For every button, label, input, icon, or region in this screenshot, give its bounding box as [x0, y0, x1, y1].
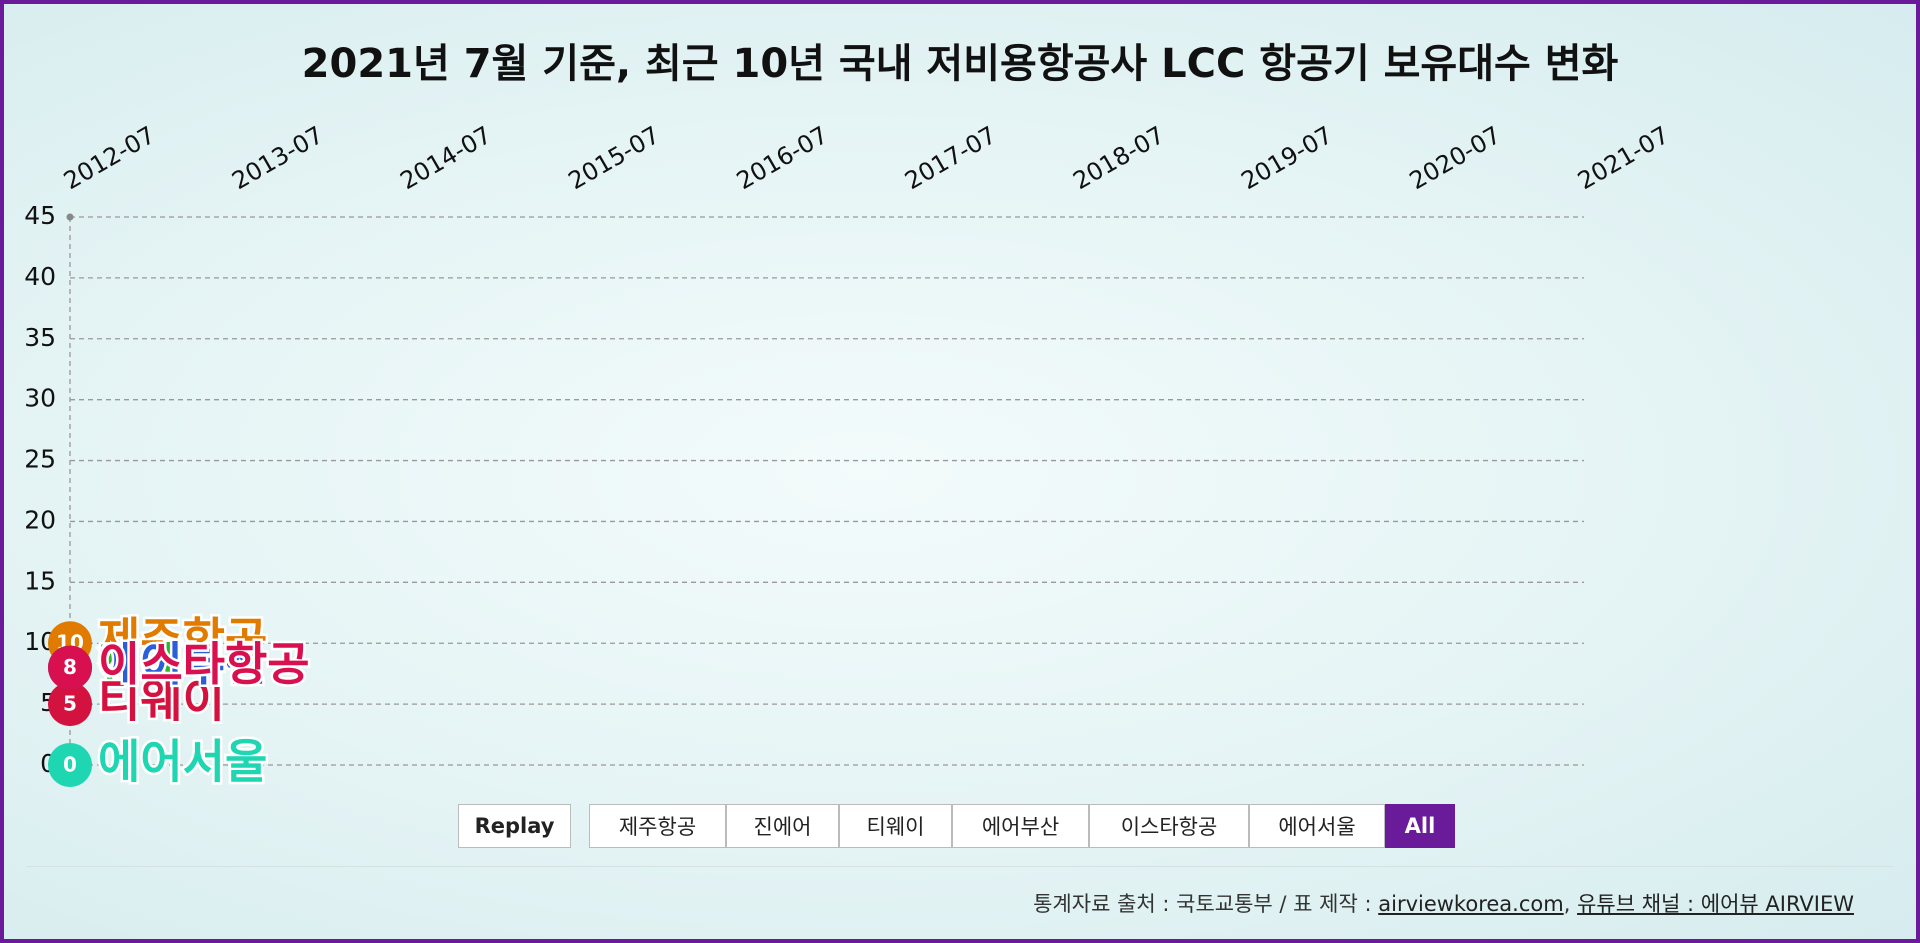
- series-label: 에어서울: [98, 735, 267, 789]
- y-tick-label: 30: [24, 384, 56, 413]
- series-label: 진에어: [98, 637, 225, 691]
- y-tick-label: 45: [24, 201, 56, 230]
- filter-group: 제주항공 진에어 티웨이 에어부산 이스타항공 에어서울 All: [589, 804, 1455, 848]
- value-label: 8: [63, 655, 77, 679]
- x-tick-label: 2016-07: [732, 121, 833, 195]
- point: [48, 743, 92, 787]
- filter-button[interactable]: 제주항공: [589, 804, 726, 848]
- point: [48, 645, 92, 690]
- y-tick-label: 35: [24, 323, 56, 352]
- all-button[interactable]: All: [1385, 804, 1455, 848]
- series-label: 에어부산: [98, 637, 267, 691]
- x-tick-label: 2018-07: [1068, 121, 1169, 195]
- filter-button[interactable]: 진에어: [726, 804, 839, 848]
- series-label: 제주항공: [98, 613, 267, 667]
- y-tick-label: 15: [24, 566, 56, 595]
- y-tick-label: 25: [24, 445, 56, 474]
- filter-button[interactable]: 에어서울: [1249, 804, 1385, 848]
- axis-cap: [66, 213, 74, 221]
- value-label: 0: [63, 753, 77, 777]
- point: [48, 682, 92, 727]
- source: 통계자료 출처 : 국토교통부 / 표 제작 :: [1033, 892, 1372, 916]
- filter-button[interactable]: 에어부산: [952, 804, 1089, 848]
- x-tick-label: 2013-07: [227, 121, 328, 195]
- x-tick-label: 2017-07: [900, 121, 1001, 195]
- divider: [26, 866, 1894, 867]
- filter-button[interactable]: 이스타항공: [1089, 804, 1249, 848]
- x-tick-label: 2020-07: [1405, 121, 1506, 195]
- separator: ,: [1563, 892, 1571, 916]
- chart-title: 2021년 7월 기준, 최근 10년 국내 저비용항공사 LCC 항공기 보유…: [302, 41, 1619, 87]
- series-label: 티웨이: [98, 674, 225, 728]
- site-link[interactable]: airviewkorea.com: [1378, 892, 1564, 916]
- value-label: 5: [63, 692, 77, 716]
- filter-button[interactable]: 티웨이: [839, 804, 952, 848]
- x-tick-label: 2019-07: [1237, 121, 1338, 195]
- replay-button[interactable]: Replay: [458, 804, 571, 848]
- x-tick-label: 2012-07: [59, 121, 160, 195]
- controls: Replay 제주항공 진에어 티웨이 에어부산 이스타항공 에어서울 All: [458, 804, 1455, 848]
- footer: 통계자료 출처 : 국토교통부 / 표 제작 : airviewkorea.co…: [1033, 888, 1854, 918]
- y-tick-label: 20: [24, 505, 56, 534]
- channel-link[interactable]: 유튜브 채널 : 에어뷰 AIRVIEW: [1577, 892, 1854, 916]
- chart: 2021년 7월 기준, 최근 10년 국내 저비용항공사 LCC 항공기 보유…: [24, 41, 1674, 791]
- x-tick-label: 2021-07: [1573, 121, 1674, 195]
- x-tick-label: 2014-07: [395, 121, 496, 195]
- series-label: 이스타항공: [98, 637, 310, 691]
- y-tick-label: 40: [24, 262, 56, 291]
- x-tick-label: 2015-07: [564, 121, 665, 195]
